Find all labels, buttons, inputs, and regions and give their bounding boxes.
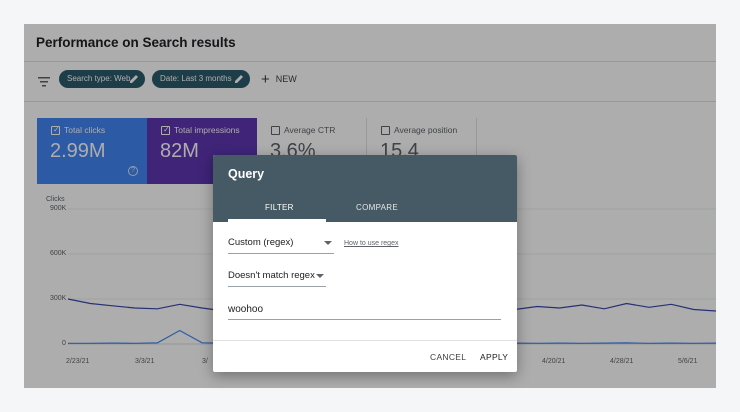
page-title: Performance on Search results (36, 35, 236, 50)
divider (213, 340, 517, 341)
cancel-button[interactable]: CANCEL (430, 352, 467, 362)
dropdown-arrow-icon (324, 241, 332, 245)
checkbox[interactable]: ✓ (51, 125, 60, 135)
filter-icon[interactable] (38, 77, 50, 87)
checkbox[interactable] (271, 126, 280, 135)
x-tick-label: 4/28/21 (610, 358, 634, 365)
dropdown-arrow-icon (316, 274, 324, 278)
match-mode-select[interactable]: Doesn't match regex (228, 265, 326, 287)
y-axis-title: Clicks (46, 196, 65, 203)
checkbox[interactable] (381, 126, 390, 135)
y-tick-label: 900K (50, 205, 67, 212)
pencil-icon (130, 75, 138, 83)
page-header: Performance on Search results (24, 24, 716, 62)
metric-label: Average position (394, 125, 458, 135)
select-value: Doesn't match regex (228, 270, 315, 281)
x-tick-label: 4/20/21 (542, 358, 566, 365)
select-value: Custom (regex) (228, 237, 294, 248)
pencil-icon (235, 75, 243, 83)
metric-value: 2.99M (50, 140, 106, 162)
new-filter-button[interactable]: + NEW (261, 70, 297, 88)
y-tick-label: 600K (50, 250, 67, 257)
tab-filter[interactable]: FILTER (265, 203, 294, 212)
metric-value: 82M (160, 140, 199, 162)
metric-label: Average CTR (284, 125, 336, 135)
filter-toolbar: Search type: Web Date: Last 3 months + NE… (24, 62, 716, 102)
x-tick-label: 5/6/21 (678, 358, 698, 365)
help-icon[interactable]: ? (128, 166, 138, 176)
y-tick-label: 300K (50, 295, 67, 302)
apply-button[interactable]: APPLY (480, 352, 509, 362)
metric-label: Total impressions (174, 125, 240, 135)
regex-value-input[interactable] (228, 300, 501, 320)
active-tab-indicator (228, 219, 326, 222)
dialog-title: Query (228, 167, 265, 181)
search-type-chip[interactable]: Search type: Web (59, 70, 145, 88)
tab-compare[interactable]: COMPARE (356, 203, 398, 212)
regex-help-link[interactable]: How to use regex (344, 240, 399, 247)
x-tick-label: 3/3/21 (135, 358, 155, 365)
filter-type-select[interactable]: Custom (regex) (228, 232, 334, 254)
plus-icon: + (261, 71, 270, 88)
x-tick-label: 2/23/21 (66, 358, 90, 365)
metric-card-clicks[interactable]: ✓ Total clicks 2.99M ? (37, 118, 147, 184)
x-tick-label: 3/ (202, 358, 208, 365)
y-tick-label: 0 (62, 340, 66, 347)
chip-label: Date: Last 3 months (160, 74, 232, 83)
checkbox[interactable]: ✓ (161, 125, 170, 135)
search-console-page: Performance on Search results Search typ… (24, 24, 716, 388)
chip-label: Search type: Web (67, 74, 131, 83)
metric-label: Total clicks (64, 125, 106, 135)
dialog-header: Query FILTER COMPARE (213, 155, 517, 222)
new-label: NEW (275, 74, 297, 84)
date-chip[interactable]: Date: Last 3 months (152, 70, 250, 88)
query-dialog: Query FILTER COMPARE Custom (regex) How … (213, 155, 517, 372)
